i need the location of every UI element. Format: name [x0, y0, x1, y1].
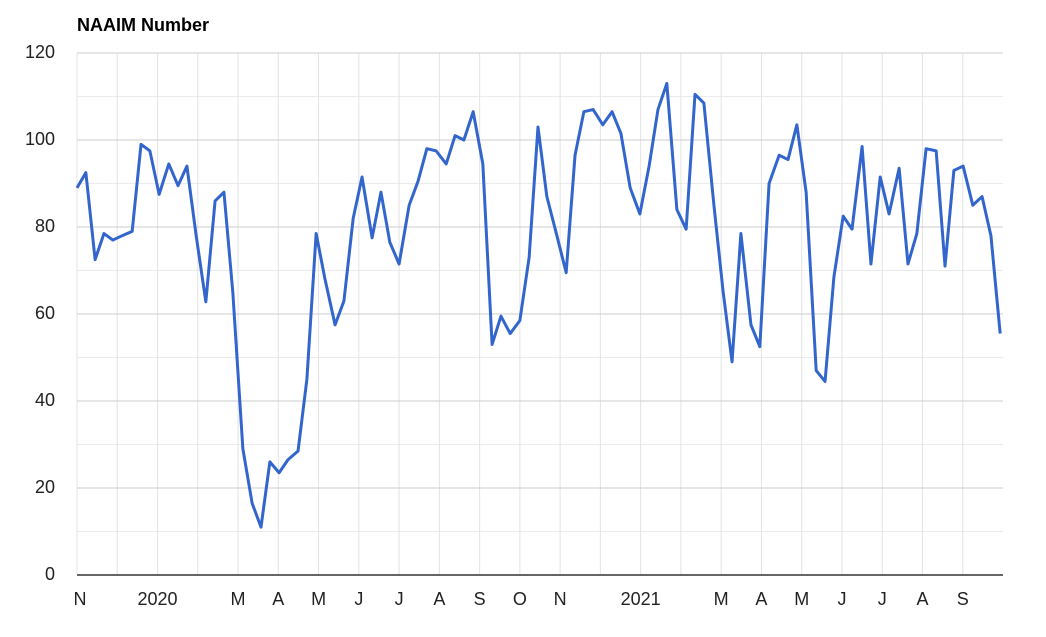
x-tick-label: A	[433, 589, 445, 609]
y-tick-label: 20	[35, 477, 55, 497]
y-tick-label: 100	[25, 129, 55, 149]
y-tick-label: 40	[35, 390, 55, 410]
x-tick-label: A	[916, 589, 928, 609]
chart-title: NAAIM Number	[77, 15, 209, 35]
x-tick-label: M	[231, 589, 246, 609]
data-line	[75, 81, 1002, 529]
y-tick-label: 120	[25, 42, 55, 62]
x-tick-label: 2021	[621, 589, 661, 609]
x-tick-label: 2020	[137, 589, 177, 609]
x-tick-label: S	[474, 589, 486, 609]
y-tick-label: 60	[35, 303, 55, 323]
x-tick-label: N	[74, 589, 87, 609]
y-tick-label: 0	[45, 564, 55, 584]
x-tick-label: J	[878, 589, 887, 609]
x-tick-label: N	[554, 589, 567, 609]
x-tick-label: O	[513, 589, 527, 609]
x-tick-label: A	[755, 589, 767, 609]
x-tick-label: S	[957, 589, 969, 609]
x-tick-label: M	[794, 589, 809, 609]
x-tick-label: M	[714, 589, 729, 609]
x-tick-label: A	[272, 589, 284, 609]
x-tick-label: J	[395, 589, 404, 609]
y-tick-label: 80	[35, 216, 55, 236]
x-tick-label: J	[837, 589, 846, 609]
x-tick-label: M	[311, 589, 326, 609]
x-tick-label: J	[354, 589, 363, 609]
